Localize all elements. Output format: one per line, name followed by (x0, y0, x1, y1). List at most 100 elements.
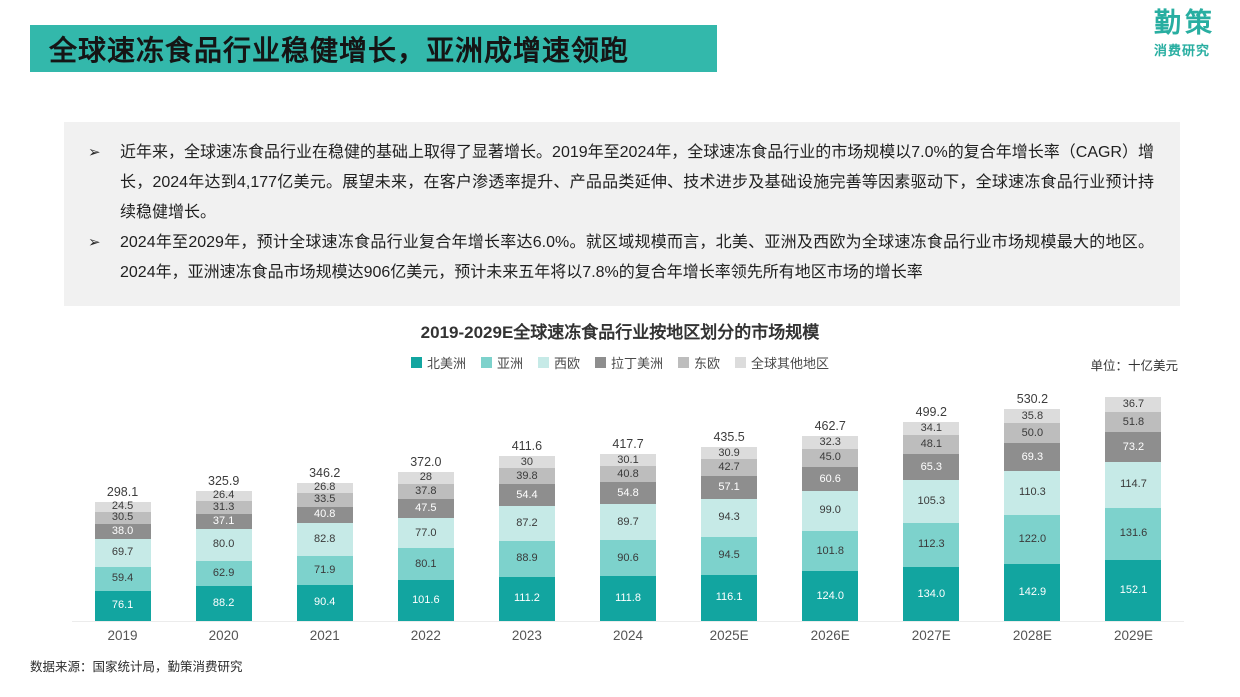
bar-column: 325.9 26.4 31.3 37.1 80.0 62.9 88.2 (173, 474, 274, 621)
chart-legend: 北美洲 亚洲 西欧 拉丁美洲 东欧 全球其他地区 (0, 353, 1240, 372)
bar-segment: 111.2 (498, 576, 555, 621)
bar-segment: 54.8 (600, 482, 657, 505)
bar-segment: 77.0 (397, 517, 454, 549)
bar-segment: 73.2 (1105, 432, 1162, 462)
bar-segment: 110.3 (1004, 470, 1061, 516)
legend-swatch (595, 357, 606, 368)
x-axis-label: 2019 (107, 628, 138, 643)
bar-total-label: 499.2 (915, 404, 947, 419)
bar-segment: 36.7 (1105, 397, 1162, 412)
bar-segment: 101.6 (397, 580, 454, 621)
legend-swatch (537, 357, 549, 368)
x-axis: 2019 2020 2021 2022 2023 2024 2025E 2026E 2027E 2… (72, 628, 1184, 643)
bar-segment: 59.4 (94, 566, 151, 591)
x-axis-label: 2027E (911, 628, 951, 643)
bar-segment: 47.5 (397, 498, 454, 518)
bar-segment: 124.0 (802, 571, 859, 621)
bar-total-label: 462.7 (814, 419, 846, 434)
legend-label: 东欧 (694, 356, 721, 371)
brand-subtitle: 消费研究 (1154, 43, 1211, 59)
bar-segment: 142.9 (1004, 563, 1061, 621)
bar-segment: 32.3 (802, 436, 859, 449)
plot-area: 298.1 24.5 30.5 38.0 69.7 59.4 76.1 325.9 26.4 31… (72, 378, 1184, 622)
bar-total-label: 411.6 (511, 439, 543, 454)
x-axis-label: 2021 (309, 628, 340, 643)
legend-label: 全球其他地区 (751, 356, 830, 371)
legend-label: 亚洲 (496, 356, 523, 371)
x-axis-label: 2028E (1012, 628, 1052, 643)
bar-segment: 40.8 (296, 506, 353, 523)
bar-segment: 33.5 (296, 493, 353, 507)
bar-segment: 99.0 (802, 491, 859, 531)
x-axis-label: 2023 (511, 628, 542, 643)
bar-column: 417.7 30.1 40.8 54.8 89.7 90.6 111.8 (577, 437, 678, 621)
bar-total-label: 325.9 (208, 473, 240, 488)
bar-segment: 94.5 (701, 536, 758, 575)
bar-segment: 87.2 (498, 506, 555, 541)
brand-logo: 勤策 消费研究 (1154, 8, 1216, 59)
legend-label: 北美洲 (426, 356, 466, 371)
bar-segment: 94.3 (701, 499, 758, 537)
unit-label: 单位：十亿美元 (1090, 359, 1178, 373)
title-bar: 全球速冻食品行业稳健增长，亚洲成增速领跑 (30, 25, 717, 72)
bar-segment: 105.3 (903, 480, 960, 523)
bar-segment: 26.8 (296, 482, 353, 494)
legend-item: 全球其他地区 (735, 353, 829, 372)
bar-segment: 30.9 (701, 446, 758, 460)
page-title: 全球速冻食品行业稳健增长，亚洲成增速领跑 (49, 34, 630, 66)
bar-total-label: 298.1 (106, 484, 139, 499)
bar-total-label: 417.7 (612, 437, 644, 452)
legend-swatch (410, 357, 422, 368)
bar-segment: 37.8 (397, 483, 454, 499)
x-axis-label: 2026E (810, 628, 850, 643)
bar-segment: 101.8 (802, 530, 859, 572)
bar-segment: 114.7 (1105, 461, 1162, 508)
chart-title: 2019-2029E全球速冻食品行业按地区划分的市场规模 (420, 323, 820, 342)
bar-segment: 42.7 (701, 459, 758, 477)
bullet-arrow-icon: ➢ (88, 144, 101, 161)
bar-segment: 122.0 (1004, 515, 1061, 564)
bar-segment: 54.4 (498, 484, 555, 507)
bar-segment: 34.1 (903, 421, 960, 436)
bar-column: 411.6 30 39.8 54.4 87.2 88.9 111.2 (476, 439, 577, 621)
bar-segment: 30 (498, 456, 555, 469)
bar-segment: 31.3 (195, 501, 252, 514)
bar-segment: 111.8 (600, 576, 657, 621)
bar-segment: 48.1 (903, 435, 960, 455)
bar-segment: 80.1 (397, 548, 454, 581)
bar-segment: 152.1 (1105, 560, 1162, 621)
bar-column: 530.2 35.8 50.0 69.3 110.3 122.0 142.9 (982, 392, 1083, 621)
bar-segment: 71.9 (296, 556, 353, 585)
bar-segment: 62.9 (195, 560, 252, 586)
bar-segment: 24.5 (94, 501, 151, 512)
bar-segment: 50.0 (1004, 423, 1061, 444)
bar-segment: 90.6 (600, 540, 657, 577)
bar-column: 346.2 26.8 33.5 40.8 82.8 71.9 90.4 (274, 466, 375, 621)
legend-item: 西欧 (537, 353, 580, 372)
bar-segment: 37.1 (195, 513, 252, 529)
bar-segment: 134.0 (903, 567, 960, 621)
bar-column: 372.0 28 37.8 47.5 77.0 80.1 101.6 (375, 455, 476, 621)
bar-segment: 40.8 (600, 466, 657, 483)
bar-segment: 30.1 (600, 454, 657, 467)
bar-segment: 28 (397, 472, 454, 484)
bar-segment: 116.1 (701, 574, 758, 621)
bullet-text: 2024年至2029年，预计全球速冻食品行业复合年增长率达6.0%。就区域规模而… (120, 234, 1154, 281)
bar-segment: 65.3 (903, 454, 960, 481)
x-axis-label: 2020 (208, 628, 239, 643)
bar-segment: 112.3 (903, 522, 960, 568)
bar-segment: 88.2 (195, 585, 252, 621)
bar-segment: 38.0 (94, 523, 151, 539)
bullet-text: 近年来，全球速冻食品行业在稳健的基础上取得了显著增长。2019年至2024年，全… (120, 144, 1154, 221)
legend-swatch (735, 357, 747, 368)
legend-label: 拉丁美洲 (611, 356, 664, 371)
bar-column: 462.7 32.3 45.0 60.6 99.0 101.8 124.0 (780, 419, 881, 621)
bar-column: 435.5 30.9 42.7 57.1 94.3 94.5 116.1 (679, 430, 780, 621)
legend-item: 拉丁美洲 (595, 353, 663, 372)
data-source: 数据来源：国家统计局，勤策消费研究 (30, 660, 243, 674)
bar-segment: 82.8 (296, 522, 353, 557)
bar-segment: 69.3 (1004, 443, 1061, 471)
brand-name: 勤策 (1154, 8, 1216, 38)
x-axis-label: 2029E (1113, 628, 1153, 643)
bullet-item: ➢ 近年来，全球速冻食品行业在稳健的基础上取得了显著增长。2019年至2024年… (88, 138, 1154, 228)
